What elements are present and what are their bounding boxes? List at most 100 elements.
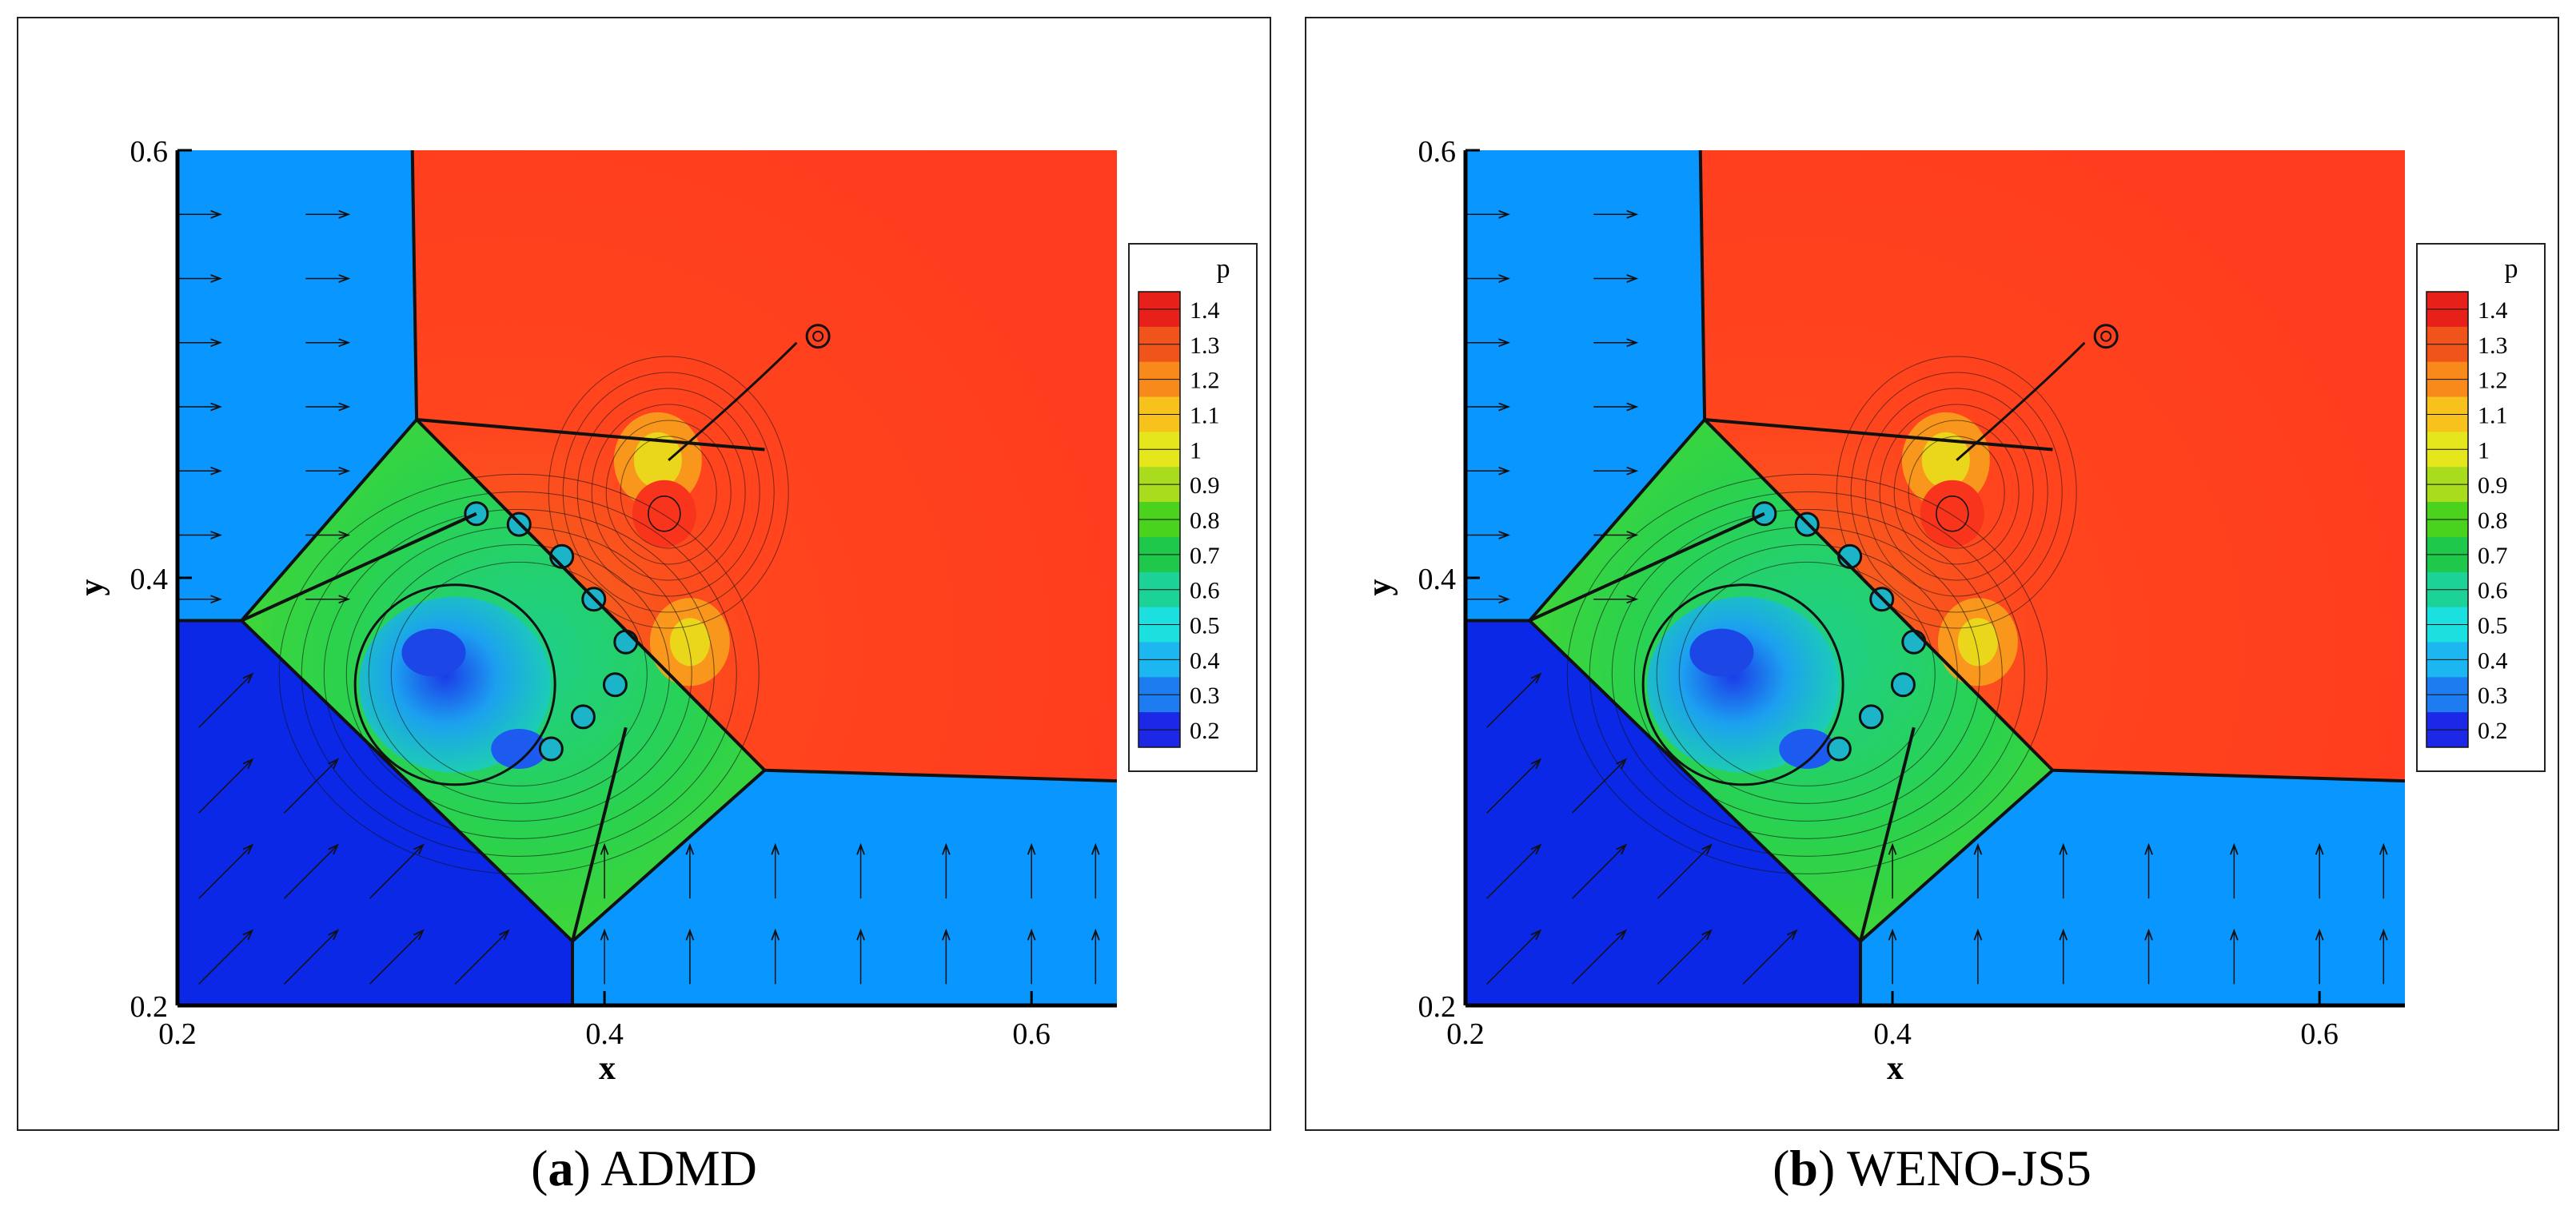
- vortex-boundary: [1641, 583, 1844, 786]
- panel-b-figure: 0.2 0.4 0.6 0.2 0.4 0.6 x y p 1.4 1.3 1.2 1.1 1 0.9 0.8…: [1305, 17, 2559, 1131]
- vortex-core: [1689, 628, 1754, 677]
- caption-b: (b) WENO-JS5: [1772, 1140, 2092, 1196]
- contour-line: [1611, 508, 2003, 839]
- colorbar-label: 0.5: [1190, 613, 1220, 639]
- x-axis-label: x: [1887, 1050, 1904, 1087]
- colorbar-label: 0.7: [1190, 543, 1220, 569]
- colorbar-label: 1.1: [2478, 402, 2508, 428]
- velocity-arrow: [1486, 674, 1541, 728]
- jet-roll-up: [1901, 629, 1927, 655]
- colorbar-label: 0.3: [1190, 683, 1220, 709]
- caption-b-letter: b: [1789, 1140, 1818, 1196]
- velocity-arrow: [1486, 930, 1541, 985]
- velocity-arrow: [1486, 845, 1541, 899]
- velocity-arrow: [198, 845, 253, 899]
- velocity-arrow: [198, 674, 253, 728]
- x-tick-label: 0.6: [1012, 1017, 1051, 1051]
- x-tick-label: 0.4: [1873, 1017, 1912, 1051]
- colorbar-label: 0.9: [2478, 472, 2508, 499]
- vortex-core: [1779, 729, 1836, 769]
- y-tick-label: 0.2: [1418, 990, 1457, 1024]
- contour-line: [1864, 388, 2048, 597]
- x-tick-label: 0.6: [2300, 1017, 2339, 1051]
- contour-line: [591, 404, 746, 581]
- gradient-lobe: [633, 432, 682, 488]
- caption-b-text: WENO-JS5: [1835, 1140, 2092, 1196]
- contour-line: [562, 372, 775, 613]
- colorbar-label: 0.8: [2478, 508, 2508, 534]
- caption-a-letter: a: [548, 1140, 574, 1196]
- y-tick-label: 0.6: [130, 135, 169, 169]
- colorbar-label: 1.3: [1190, 332, 1220, 359]
- shock-line: [410, 150, 419, 420]
- velocity-arrow: [1571, 845, 1626, 899]
- jet-roll-up: [1826, 736, 1852, 762]
- colorbar-label: 1.3: [2478, 332, 2508, 359]
- vortex-core: [401, 628, 466, 677]
- colorbar-label: 0.2: [1190, 718, 1220, 744]
- gradient-lobe: [1957, 618, 1998, 667]
- contour-line: [1589, 491, 2025, 857]
- contour-line: [1936, 496, 1969, 532]
- colorbar-label: 0.9: [1190, 472, 1220, 499]
- colorbar-label: 0.2: [2478, 718, 2508, 744]
- contour-line: [390, 561, 648, 786]
- velocity-arrow: [369, 845, 423, 899]
- jet-roll-up: [570, 704, 596, 730]
- colorbar-frame: [1138, 291, 1181, 748]
- medium-pressure-region-right: [572, 770, 1117, 1005]
- jet-roll-up: [613, 629, 639, 655]
- colorbar-label: 0.8: [1190, 508, 1220, 534]
- contour-line: [1879, 404, 2034, 581]
- colorbar-label: 1.2: [2478, 368, 2508, 394]
- pressure-spot: [1920, 480, 1984, 547]
- velocity-arrow: [1486, 759, 1541, 814]
- medium-pressure-region-top: [1465, 150, 1705, 621]
- contour-line: [576, 388, 760, 597]
- colorbar-label: 0.4: [2478, 647, 2508, 674]
- shock-line: [2052, 768, 2405, 783]
- gradient-lobe: [1921, 432, 1970, 488]
- shock-line: [1859, 726, 1916, 942]
- contour-line: [1908, 436, 2005, 549]
- spiral-vortex: [2100, 330, 2112, 342]
- colorbar-label: 0.3: [2478, 683, 2508, 709]
- shock-line: [1704, 418, 2053, 452]
- pressure-field: [177, 150, 1117, 1005]
- x-tick-label: 0.2: [1446, 1017, 1485, 1051]
- x-axis-label: x: [599, 1050, 616, 1087]
- medium-pressure-region-top: [177, 150, 417, 621]
- colorbar-label: 1: [1190, 437, 1202, 464]
- pressure-field: [1465, 150, 2405, 1005]
- contour-line: [548, 356, 789, 629]
- velocity-arrow: [369, 930, 423, 985]
- contour-line: [323, 508, 715, 839]
- colorbar-label: 0.6: [1190, 578, 1220, 604]
- pressure-spot: [632, 480, 696, 547]
- jet-roll-up: [538, 736, 564, 762]
- jet-roll-up: [1858, 704, 1884, 730]
- velocity-arrow: [1571, 759, 1626, 814]
- spiral-vortex: [812, 330, 824, 342]
- shock-line: [571, 726, 628, 942]
- caption-a-text: ADMD: [590, 1140, 757, 1196]
- shock-line: [1529, 512, 1765, 623]
- jet-roll-up: [1752, 501, 1777, 527]
- colorbar-label: 1.4: [2478, 297, 2508, 324]
- contour-line: [1836, 356, 2077, 629]
- velocity-arrow: [283, 845, 338, 899]
- velocity-arrow: [198, 930, 253, 985]
- contour-line: [278, 473, 760, 874]
- velocity-arrow: [283, 930, 338, 985]
- shock-line: [240, 418, 418, 622]
- velocity-arrow: [1742, 930, 1796, 985]
- shock-line: [240, 619, 574, 943]
- shock-line: [241, 512, 477, 623]
- contour-line: [301, 491, 737, 857]
- colorbar-label: 1.4: [1190, 297, 1220, 324]
- shock-line: [1703, 418, 2054, 772]
- x-tick-label: 0.2: [158, 1017, 197, 1051]
- velocity-arrow: [1657, 845, 1711, 899]
- y-axis-label: y: [74, 579, 110, 596]
- y-tick-label: 0.6: [1418, 135, 1457, 169]
